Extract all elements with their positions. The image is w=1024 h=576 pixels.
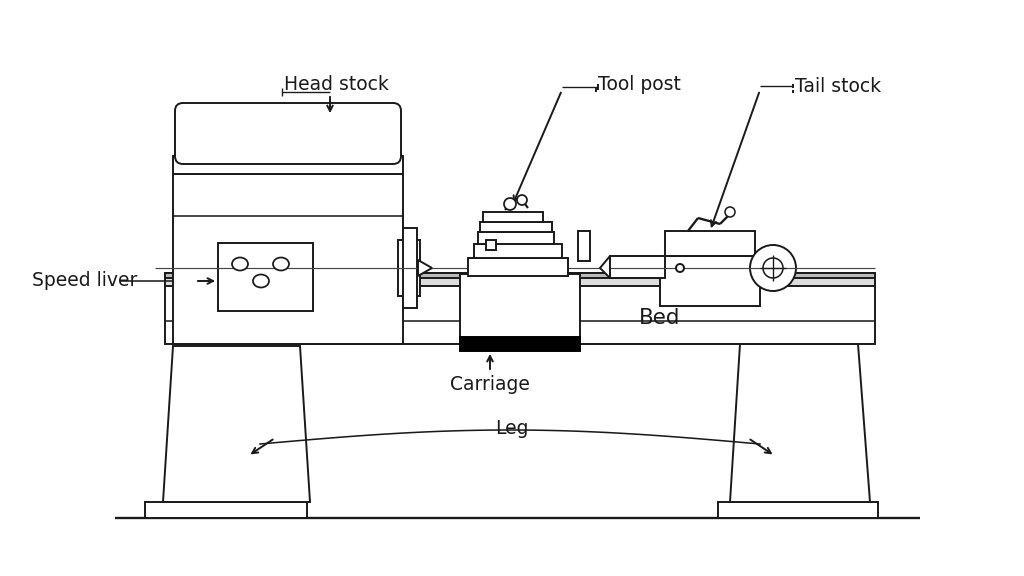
Bar (486, 240, 496, 250)
Bar (480, 222, 552, 232)
Text: Bed: Bed (639, 308, 681, 328)
Polygon shape (163, 346, 310, 502)
Text: Leg: Leg (496, 419, 528, 438)
Circle shape (517, 195, 527, 205)
FancyBboxPatch shape (175, 103, 401, 164)
Bar (474, 244, 562, 258)
Bar (460, 274, 580, 344)
Polygon shape (173, 156, 403, 174)
Bar (398, 240, 420, 296)
Text: Head stock: Head stock (284, 74, 389, 93)
Text: Speed liver: Speed liver (32, 271, 137, 290)
Bar (165, 282, 874, 344)
Bar (478, 232, 554, 244)
Circle shape (504, 198, 516, 210)
Circle shape (676, 264, 684, 272)
Polygon shape (418, 260, 432, 276)
Text: Carriage: Carriage (451, 374, 530, 393)
Bar (718, 502, 878, 518)
Text: Tail stock: Tail stock (795, 77, 881, 96)
Bar (483, 212, 543, 222)
Bar (218, 243, 313, 311)
Bar (665, 231, 755, 256)
Bar (578, 231, 590, 261)
Ellipse shape (232, 257, 248, 271)
Bar (403, 228, 417, 308)
Bar (660, 256, 760, 306)
Bar (610, 256, 665, 278)
Bar (165, 273, 874, 278)
Bar (165, 273, 874, 286)
Circle shape (763, 258, 783, 278)
Ellipse shape (253, 275, 269, 287)
Bar (145, 502, 307, 518)
Polygon shape (730, 344, 870, 502)
Bar (468, 258, 568, 276)
Circle shape (725, 207, 735, 217)
Ellipse shape (273, 257, 289, 271)
Bar (460, 337, 580, 351)
Text: Tool post: Tool post (598, 74, 681, 93)
Circle shape (750, 245, 796, 291)
Polygon shape (600, 256, 610, 278)
Bar (173, 174, 403, 344)
